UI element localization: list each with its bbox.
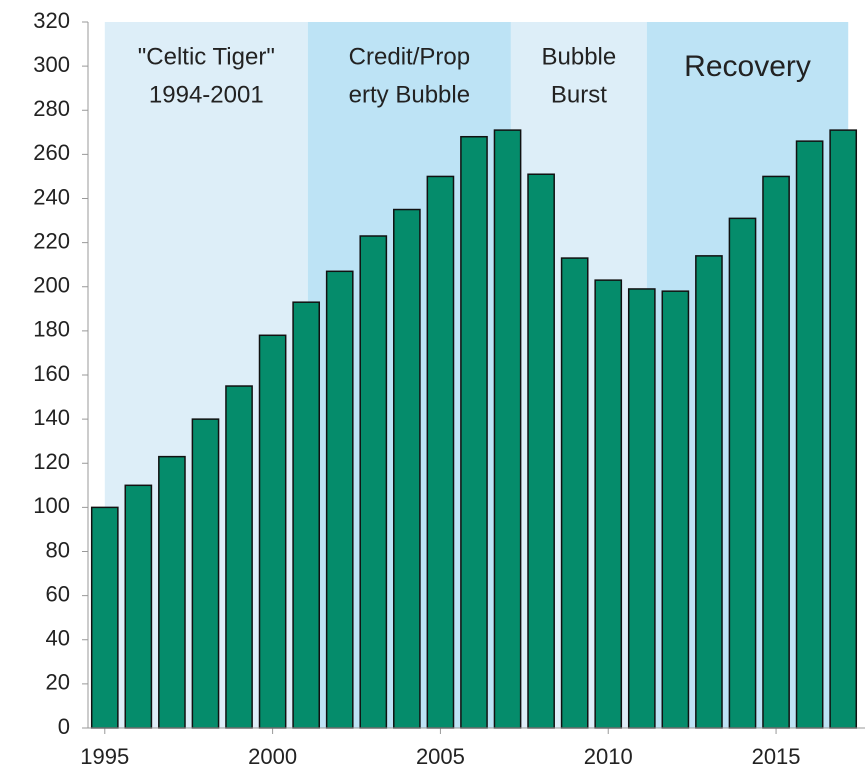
bar (460, 135, 488, 729)
y-tick-label: 300 (33, 52, 70, 77)
bar (695, 255, 723, 729)
bar (762, 175, 790, 729)
y-tick-label: 120 (33, 449, 70, 474)
period-label: Burst (551, 81, 607, 108)
bar (124, 484, 153, 729)
y-tick-label: 260 (33, 140, 70, 165)
x-tick-label: 2000 (248, 744, 297, 769)
bar (359, 235, 388, 729)
x-tick-label: 2015 (752, 744, 801, 769)
y-tick-label: 240 (33, 184, 70, 209)
x-tick-label: 1995 (80, 744, 129, 769)
y-tick-label: 80 (46, 537, 70, 562)
bar (493, 129, 522, 729)
bar (829, 129, 858, 729)
period-label: Bubble (542, 43, 617, 70)
y-tick-label: 20 (46, 670, 70, 695)
period-label: Recovery (684, 50, 811, 83)
y-tick-label: 0 (58, 714, 70, 739)
y-tick-label: 320 (33, 8, 70, 33)
bar (661, 290, 690, 729)
bar (527, 173, 555, 729)
bar (325, 270, 354, 729)
x-tick-label: 2010 (584, 744, 633, 769)
bar (292, 301, 321, 729)
y-tick-label: 220 (33, 228, 70, 253)
y-tick-label: 200 (33, 273, 70, 298)
period-label: Credit/Prop (349, 43, 470, 70)
y-tick-label: 160 (33, 361, 70, 386)
y-tick-label: 140 (33, 405, 70, 430)
bar (627, 288, 656, 729)
bar (560, 257, 589, 729)
bar (594, 279, 623, 729)
bar (795, 140, 824, 729)
bar (728, 217, 757, 729)
bar (393, 208, 421, 729)
period-label: erty Bubble (349, 81, 470, 108)
bar (90, 506, 119, 729)
bar (191, 418, 220, 729)
period-label: 1994-2001 (149, 81, 264, 108)
y-tick-label: 280 (33, 96, 70, 121)
period-label: "Celtic Tiger" (138, 43, 275, 70)
bar (158, 455, 186, 729)
y-tick-label: 40 (46, 626, 70, 651)
x-tick-label: 2005 (416, 744, 465, 769)
y-tick-label: 60 (46, 581, 70, 606)
bar (426, 175, 455, 729)
bar (225, 385, 253, 729)
bar (258, 334, 287, 729)
y-tick-label: 100 (33, 493, 70, 518)
y-tick-label: 180 (33, 317, 70, 342)
